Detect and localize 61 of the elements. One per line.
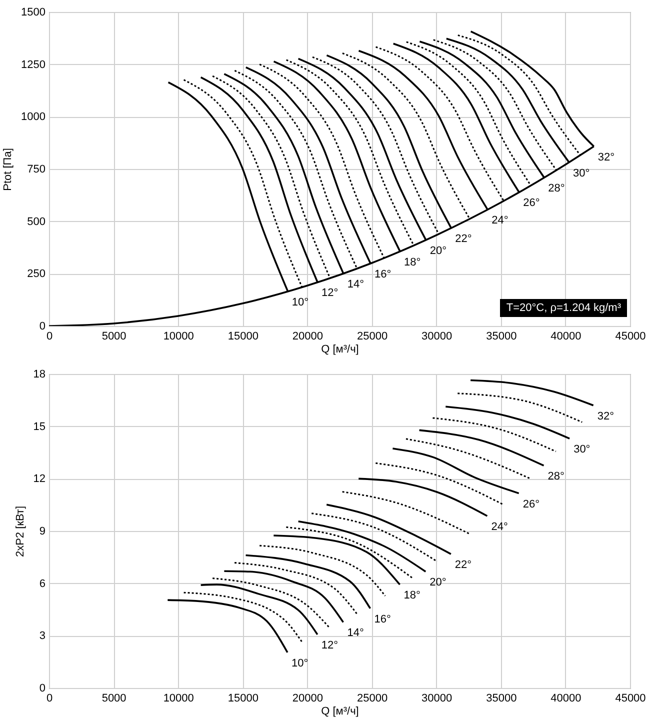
x-tick-label: 25000 [356, 330, 388, 342]
y-tick-label: 250 [27, 268, 46, 280]
y-tick-label: 6 [39, 578, 46, 590]
series-label: 32° [598, 151, 614, 164]
x-tick-label: 40000 [550, 692, 582, 704]
x-tick-label: 5000 [102, 692, 126, 704]
series-label: 26° [523, 197, 540, 210]
y-tick-label: 750 [27, 164, 46, 176]
series-label: 30° [573, 167, 590, 180]
y-tick-label: 0 [39, 320, 46, 332]
x-tick-label: 35000 [486, 330, 517, 342]
x-tick-label: 20000 [292, 330, 324, 342]
series-label: 24° [492, 214, 508, 227]
series-label: 18° [404, 590, 420, 602]
x-tick-label: 5000 [102, 330, 126, 342]
y-tick-label: 18 [33, 368, 46, 380]
x-tick-label: 40000 [550, 330, 582, 342]
series-label: 30° [574, 444, 590, 456]
series-label: 14° [347, 278, 364, 290]
x-tick-label: 10000 [163, 330, 194, 342]
y-tick-label: 12 [33, 473, 46, 486]
x-tick-label: 15000 [228, 692, 258, 704]
series-label: 10° [291, 657, 308, 670]
x-tick-label: 10000 [163, 692, 194, 704]
series-label: 12° [322, 287, 338, 300]
x-tick-label: 30000 [422, 692, 452, 704]
y-axis-title: Ptot [Па] [2, 148, 14, 191]
series-label: 16° [374, 613, 391, 626]
y-tick-label: 0 [39, 682, 46, 694]
series-label: 22° [455, 233, 472, 246]
y-axis-title: 2xP2 [кВт] [14, 506, 26, 558]
y-tick-label: 500 [27, 216, 46, 228]
x-tick-label: 20000 [292, 692, 324, 704]
series-label: 32° [597, 410, 614, 422]
x-axis-title: Q [м³/ч] [321, 344, 359, 356]
annotation: T=20°C, ρ=1.204 kg/m³ [500, 299, 627, 317]
x-tick-label: 25000 [356, 692, 388, 704]
series-label: 20° [430, 576, 446, 589]
x-axis-title: Q [м³/ч] [321, 706, 359, 718]
series-label: 28° [548, 470, 564, 483]
x-tick-label: 30000 [422, 330, 452, 342]
series-label: 16° [374, 268, 392, 280]
series-label: 22° [454, 559, 472, 572]
series-label: 20° [430, 244, 447, 257]
series-label: 26° [522, 498, 540, 510]
series-label: 18° [404, 256, 421, 268]
y-tick-label: 1250 [21, 58, 46, 71]
y-tick-label: 1500 [21, 6, 46, 18]
y-tick-label: 15 [33, 420, 46, 433]
y-tick-label: 9 [39, 526, 46, 538]
x-tick-label: 35000 [486, 692, 517, 704]
x-tick-label: 15000 [228, 330, 258, 342]
y-tick-label: 1000 [21, 111, 46, 124]
y-tick-label: 3 [39, 630, 46, 642]
x-tick-label: 45000 [615, 330, 646, 342]
series-label: 12° [321, 639, 338, 652]
series-label: 14° [347, 627, 364, 640]
series-label: 24° [491, 521, 508, 533]
series-label: 28° [548, 182, 565, 195]
series-label: 10° [292, 296, 308, 308]
x-tick-label: 45000 [615, 692, 646, 704]
